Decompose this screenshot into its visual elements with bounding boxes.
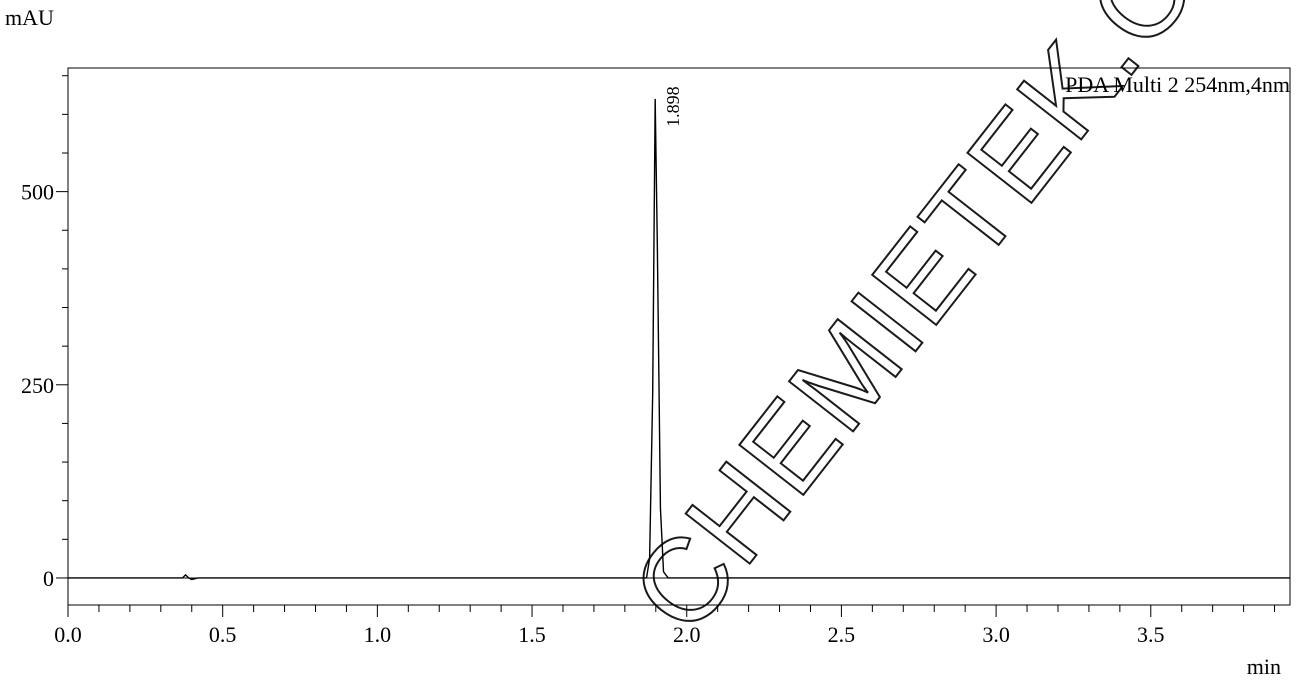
x-tick-label: 2.0 — [673, 622, 701, 647]
x-tick-label: 0.0 — [54, 622, 82, 647]
axes — [56, 67, 1291, 617]
y-tick-label: 0 — [43, 566, 54, 591]
peak-label-1898: 1.898 — [663, 86, 683, 127]
x-tick-label: 0.5 — [209, 622, 237, 647]
x-tick-label: 1.5 — [518, 622, 546, 647]
series-line-trace — [68, 98, 1290, 581]
plot-frame — [67, 67, 1291, 606]
x-tick-labels: 0.0 0.5 1.0 1.5 2.0 2.5 3.0 3.5 — [54, 622, 1164, 647]
y-tick-label: 250 — [21, 373, 54, 398]
y-tick-label: 500 — [21, 180, 54, 205]
x-tick-label: 1.0 — [364, 622, 392, 647]
y-axis-title: mAU — [5, 5, 54, 30]
x-tick-label: 3.0 — [982, 622, 1010, 647]
x-tick-label: 2.5 — [828, 622, 856, 647]
x-axis-title: min — [1247, 654, 1281, 679]
x-tick-label: 3.5 — [1137, 622, 1165, 647]
legend-entry: PDA Multi 2 254nm,4nm — [1065, 72, 1290, 97]
watermark: CHEMIETEK.COM — [606, 0, 1297, 656]
y-tick-labels: 0 250 500 — [21, 180, 54, 591]
